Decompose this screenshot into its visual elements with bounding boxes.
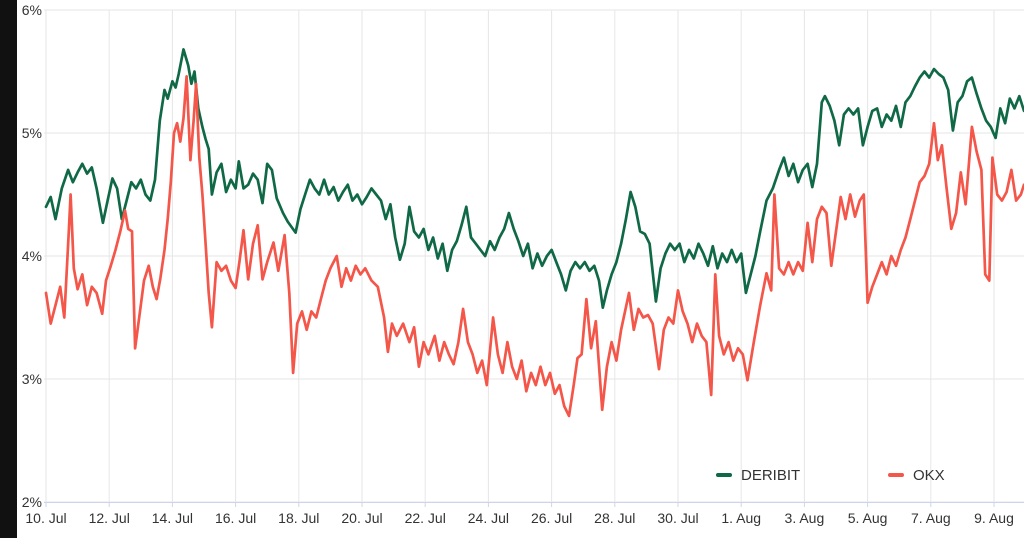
x-axis-label: 1. Aug — [721, 510, 762, 526]
y-axis-label: 3% — [21, 371, 42, 387]
x-axis-label: 22. Jul — [404, 510, 446, 526]
x-axis-label: 18. Jul — [278, 510, 320, 526]
y-axis-label: 5% — [21, 125, 42, 141]
legend-item-deribit[interactable]: DERIBIT — [716, 465, 800, 485]
legend-label-deribit: DERIBIT — [741, 466, 801, 484]
deribit-series-dash — [716, 473, 732, 477]
x-axis-label: 24. Jul — [467, 510, 510, 526]
x-axis-label: 10. Jul — [25, 510, 67, 526]
x-axis-label: 7. Aug — [910, 510, 951, 526]
okx-series-dash — [888, 473, 904, 477]
x-axis-label: 3. Aug — [784, 510, 825, 526]
series-line-okx — [44, 75, 1024, 418]
y-axis-label: 6% — [21, 2, 42, 18]
series-line-deribit — [44, 48, 1024, 310]
x-axis-label: 16. Jul — [214, 510, 257, 526]
x-axis-label: 30. Jul — [657, 510, 699, 526]
legend-item-okx[interactable]: OKX — [888, 465, 945, 485]
y-axis-label: 2% — [21, 494, 42, 510]
y-axis-label: 4% — [21, 248, 42, 264]
x-axis-label: 14. Jul — [151, 510, 194, 526]
x-axis-label: 20. Jul — [341, 510, 383, 526]
x-axis-label: 9. Aug — [974, 510, 1014, 526]
x-axis-label: 12. Jul — [88, 510, 130, 526]
left-edge-bar — [0, 0, 17, 538]
x-axis-label: 5. Aug — [847, 510, 888, 526]
x-axis-label: 26. Jul — [530, 510, 573, 526]
legend-label-okx: OKX — [913, 466, 945, 484]
x-axis-label: 28. Jul — [594, 510, 636, 526]
